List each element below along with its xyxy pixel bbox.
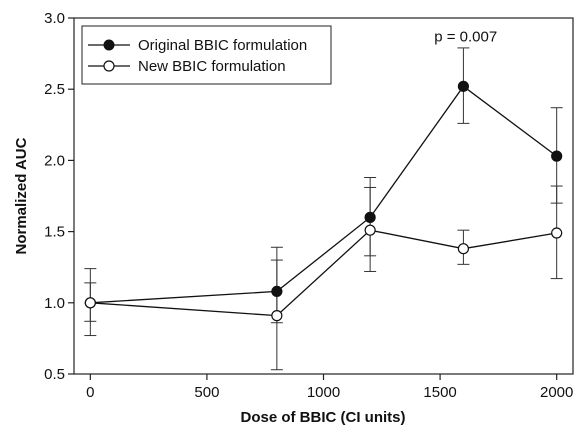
x-tick-label: 500 — [194, 384, 219, 401]
series-line-original — [90, 85, 558, 304]
legend-marker-original — [103, 39, 115, 51]
data-point-new — [551, 227, 563, 239]
y-axis-label: Normalized AUC — [13, 137, 30, 254]
data-point-original — [271, 285, 283, 298]
data-point-original — [364, 211, 376, 223]
data-point-original — [457, 80, 470, 92]
y-tick-label: 0.5 — [44, 366, 65, 383]
data-point-new — [84, 297, 96, 309]
y-tick-label: 2.0 — [44, 152, 65, 169]
y-tick-label: 2.5 — [44, 81, 65, 98]
y-tick-label: 1.5 — [44, 224, 65, 241]
legend: Original BBIC formulation New BBIC formu… — [81, 25, 332, 85]
y-axis: 0.5 1.0 1.5 2.0 2.5 3.0 — [44, 10, 74, 383]
p-value-annotation: p = 0.007 — [434, 29, 497, 46]
x-tick-label: 2000 — [540, 384, 573, 401]
series-lines — [90, 85, 558, 317]
x-axis: 0 500 1000 1500 2000 — [86, 374, 573, 401]
series-markers — [84, 80, 563, 322]
legend-label-original: Original BBIC formulation — [138, 37, 307, 54]
x-axis-label: Dose of BBIC (CI units) — [241, 409, 406, 426]
x-tick-label: 1000 — [307, 384, 340, 401]
data-point-new — [271, 310, 283, 322]
error-bars — [84, 47, 563, 371]
series-line-new — [90, 229, 557, 317]
data-point-original — [551, 150, 563, 162]
x-tick-label: 1500 — [423, 384, 456, 401]
y-tick-label: 1.0 — [44, 295, 65, 312]
x-tick-label: 0 — [86, 384, 94, 401]
data-point-new — [364, 224, 376, 236]
data-point-new — [457, 243, 470, 255]
legend-marker-new — [103, 60, 115, 72]
y-tick-label: 3.0 — [44, 10, 65, 27]
legend-box — [81, 25, 332, 85]
legend-label-new: New BBIC formulation — [138, 58, 286, 75]
